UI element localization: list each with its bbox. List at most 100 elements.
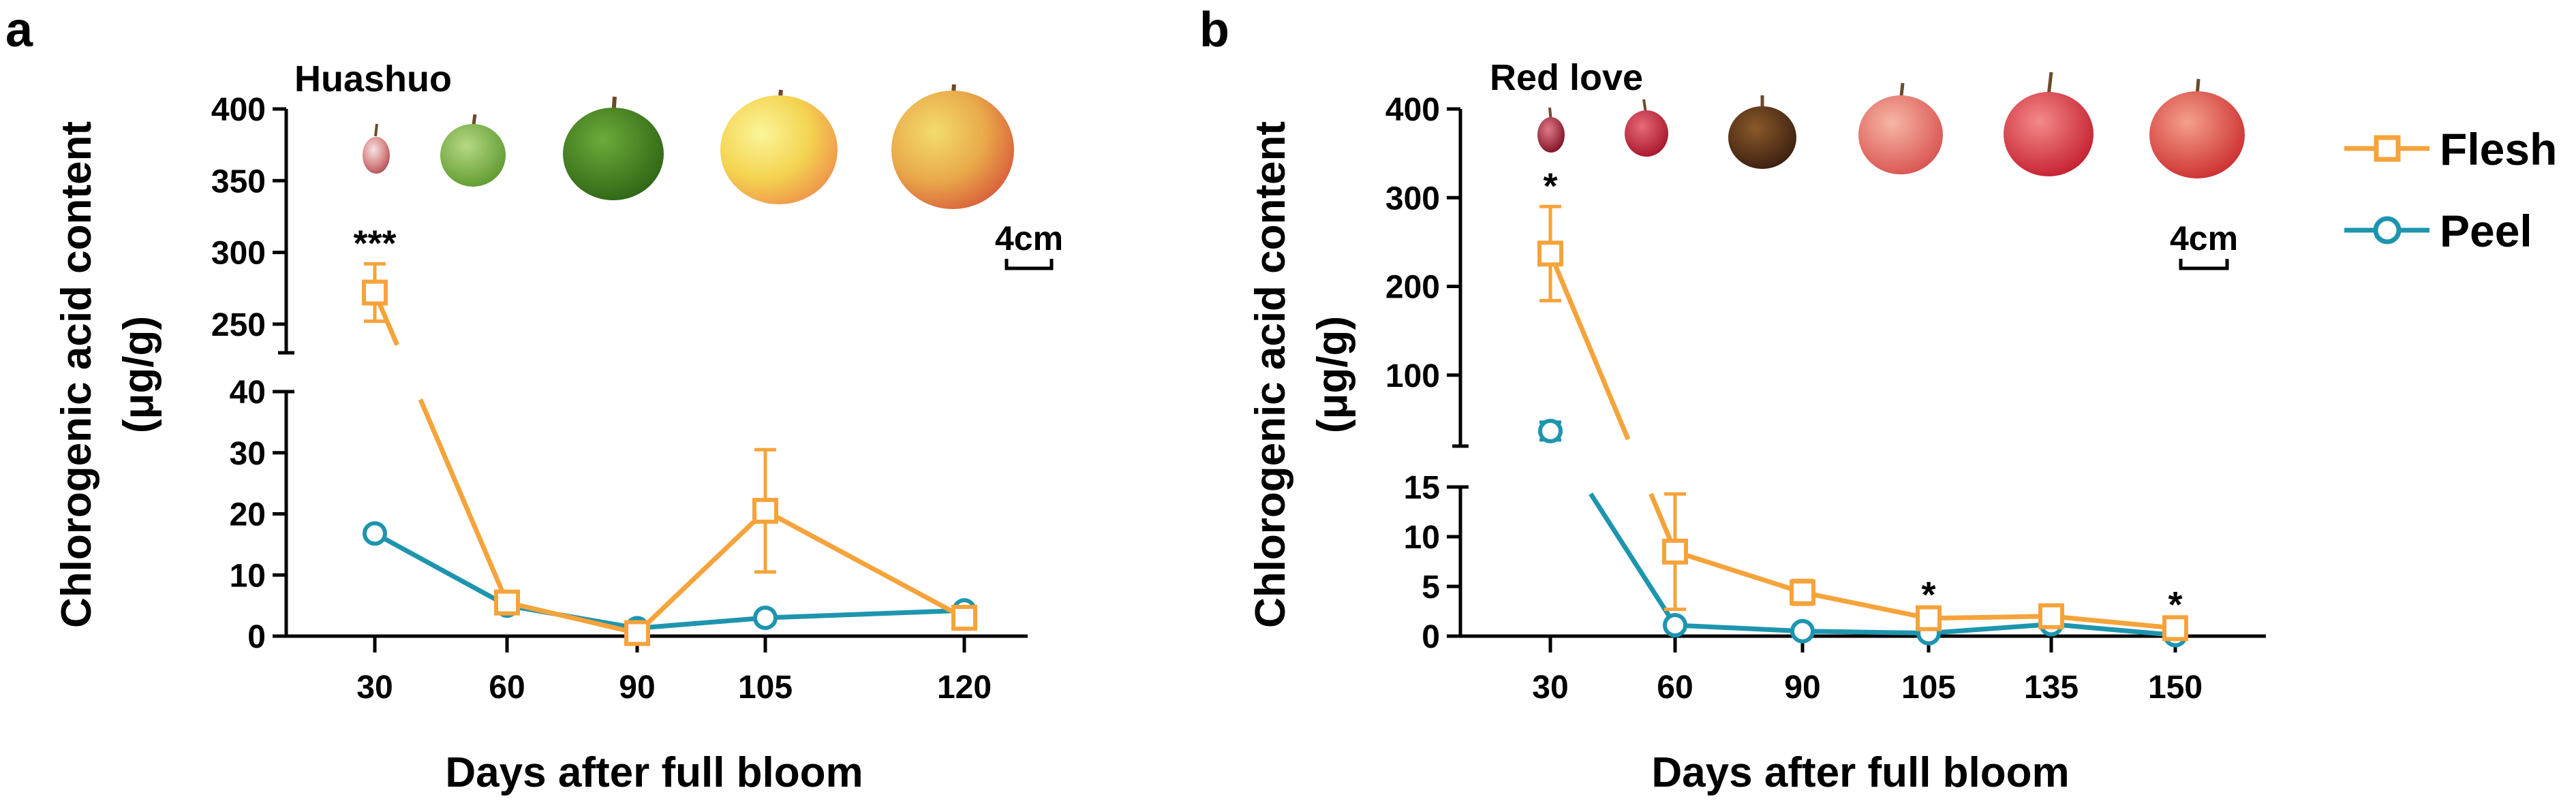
series-line-segment xyxy=(1548,252,1631,441)
panel-b-y-ticks-low: 0 5 10 15 xyxy=(1404,470,1460,655)
panel-b-fruit-photos xyxy=(1537,72,2245,178)
apple-fruit-90-dafb xyxy=(563,96,664,200)
series-line-segment xyxy=(1589,492,1677,627)
panel-a-y-axis xyxy=(278,109,294,636)
panel-b-y-axis-label: Chlorogenic acid content xyxy=(1247,121,1294,628)
apple-fruit-60-dafb xyxy=(1625,99,1668,157)
series-line-segment xyxy=(1802,629,1929,636)
significance-marker: * xyxy=(1921,574,1935,615)
apple-fruit-90-dafb xyxy=(1728,95,1796,169)
panel-a-y-axis-label: Chlorogenic acid content xyxy=(53,121,100,628)
panel-a-y-axis-unit: (μg/g) xyxy=(115,316,162,433)
series-line-segment xyxy=(506,600,638,635)
x-tick-label: 105 xyxy=(738,670,793,706)
x-tick-label: 90 xyxy=(619,670,655,706)
x-tick-label: 120 xyxy=(937,670,992,706)
data-point-peel xyxy=(363,521,387,546)
significance-marker: *** xyxy=(353,223,396,264)
data-point-flesh xyxy=(1662,538,1688,565)
data-point-flesh xyxy=(752,498,778,524)
y-tick-label: 200 xyxy=(1385,270,1440,306)
x-tick-label: 90 xyxy=(1784,670,1820,706)
panel-b-series-peel xyxy=(1538,418,2188,648)
series-line-segment xyxy=(764,508,966,620)
legend: Flesh Peel xyxy=(2344,124,2557,256)
apple-fruit-135-dafb xyxy=(2004,72,2094,176)
data-point-flesh xyxy=(362,279,388,306)
panel-b: b Red love xyxy=(1199,3,2266,796)
panel-a-x-ticks: 30 60 90 105 120 xyxy=(356,636,992,706)
data-point-flesh xyxy=(624,620,650,646)
series-line-segment xyxy=(2051,614,2176,631)
panel-a-series-peel xyxy=(363,521,977,641)
data-point-flesh xyxy=(1537,240,1563,267)
series-line-segment xyxy=(765,608,965,620)
y-tick-label: 0 xyxy=(1422,619,1440,655)
apple-fruit-150-dafb xyxy=(2149,78,2245,178)
x-tick-label: 60 xyxy=(1657,670,1693,706)
y-tick-label: 10 xyxy=(1404,520,1440,556)
panel-a-annotations: *** xyxy=(353,223,396,264)
y-tick-label: 20 xyxy=(230,497,266,533)
panel-a-fruit-photos xyxy=(363,84,1014,209)
data-point-peel xyxy=(1663,612,1687,637)
y-tick-label: 100 xyxy=(1385,358,1440,394)
data-point-flesh xyxy=(951,605,977,631)
panel-a-series-flesh xyxy=(362,262,977,646)
data-point-peel xyxy=(753,605,778,631)
y-tick-label: 30 xyxy=(230,436,266,472)
series-line-segment xyxy=(1802,590,1929,621)
panel-a-x-axis-label: Days after full bloom xyxy=(445,749,863,796)
y-tick-label: 250 xyxy=(211,307,266,343)
panel-a-scale-bar-label: 4cm xyxy=(995,219,1063,257)
panel-b-cultivar-title: Red love xyxy=(1490,57,1643,98)
legend-item-flesh: Flesh xyxy=(2344,124,2557,174)
legend-peel-marker xyxy=(2373,216,2402,245)
x-tick-label: 105 xyxy=(1901,670,1956,706)
x-tick-label: 30 xyxy=(1532,670,1568,706)
series-line-segment xyxy=(635,509,767,635)
series-line-segment xyxy=(418,398,510,604)
panel-a-y-ticks-low: 0 10 20 30 40 xyxy=(230,375,286,655)
panel-b-y-ticks-high: 100 200 300 400 xyxy=(1385,92,1460,394)
x-tick-label: 150 xyxy=(2148,670,2203,706)
data-point-flesh xyxy=(1916,605,1942,631)
series-line-segment xyxy=(2051,621,2176,638)
panel-b-y-axis-unit: (μg/g) xyxy=(1309,316,1356,433)
legend-peel-label: Peel xyxy=(2440,206,2532,256)
legend-flesh-marker xyxy=(2374,135,2401,162)
panel-a-label: a xyxy=(5,3,33,57)
legend-item-peel: Peel xyxy=(2344,206,2532,256)
panel-b-label: b xyxy=(1199,3,1229,57)
legend-flesh-label: Flesh xyxy=(2440,124,2557,174)
data-point-flesh xyxy=(2162,615,2188,642)
apple-fruit-60-dafb xyxy=(440,114,506,187)
data-point-flesh xyxy=(1790,579,1815,605)
apple-fruit-105-dafb xyxy=(720,89,838,204)
panel-a-cultivar-title: Huashuo xyxy=(294,59,452,99)
series-line-segment xyxy=(1928,621,2052,636)
panel-a: a Huashuo xyxy=(5,3,1063,796)
x-tick-label: 30 xyxy=(356,670,393,706)
significance-marker: * xyxy=(2168,584,2182,625)
panel-a-scale-bar: 4cm xyxy=(995,219,1063,270)
y-tick-label: 300 xyxy=(211,236,266,272)
x-tick-label: 135 xyxy=(2024,670,2079,706)
x-tick-label: 60 xyxy=(489,670,525,706)
data-point-flesh xyxy=(2038,603,2064,629)
panel-b-x-ticks: 30 60 90 105 135 150 xyxy=(1532,636,2203,706)
y-tick-label: 400 xyxy=(211,92,266,128)
y-tick-label: 400 xyxy=(1385,92,1440,128)
panel-b-y-axis xyxy=(1452,109,1469,636)
apple-fruit-105-dafb xyxy=(1858,82,1943,174)
apple-fruit-120-dafb xyxy=(891,84,1014,209)
y-tick-label: 0 xyxy=(247,619,266,655)
panel-a-y-ticks-high: 250 300 350 400 xyxy=(211,92,286,343)
data-point-peel xyxy=(1790,618,1815,644)
panel-b-annotations: * * * xyxy=(1543,166,2182,625)
apple-fruit-30-dafb xyxy=(363,123,390,174)
series-line-segment xyxy=(637,615,766,631)
y-tick-label: 300 xyxy=(1385,180,1440,217)
apple-fruit-30-dafb xyxy=(1537,107,1565,153)
